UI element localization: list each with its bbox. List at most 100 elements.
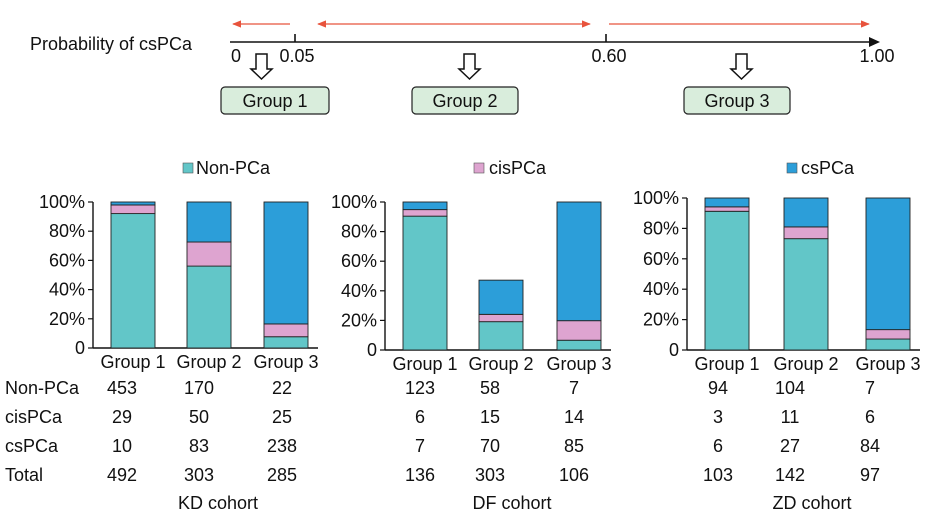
y-tick-label: 40%: [49, 280, 85, 300]
y-tick-label: 20%: [49, 309, 85, 329]
table-cell-total: 492: [107, 465, 137, 485]
scale-tick-label-100: 1.00: [859, 46, 894, 66]
table-cell: 3: [713, 407, 723, 427]
legend: Non-PCa cisPCa csPCa: [182, 158, 855, 178]
table-cell-total: 97: [860, 465, 880, 485]
table-cell-total: 103: [703, 465, 733, 485]
table-cell: 84: [860, 436, 880, 456]
y-tick-label: 20%: [341, 310, 377, 330]
table-cell: 70: [480, 436, 500, 456]
x-tick-label: Group 3: [855, 354, 920, 374]
table-cell: 83: [189, 436, 209, 456]
bar-segment-cispca: [783, 226, 829, 240]
bar-segment-non-pca: [402, 215, 448, 351]
table-cell: 58: [480, 378, 500, 398]
bar-segment-non-pca: [704, 210, 750, 351]
group-box-1: [220, 86, 330, 115]
bar-segment-cspca: [704, 197, 750, 208]
bar-segment-non-pca: [478, 321, 524, 351]
table-cell: 6: [713, 436, 723, 456]
bar-segment-cispca: [110, 204, 156, 215]
bar-segment-cspca: [865, 197, 911, 331]
table-cell: 22: [272, 378, 292, 398]
table-cell: 11: [781, 407, 800, 427]
x-tick-label: Group 1: [694, 354, 759, 374]
legend-label-cispca: cisPCa: [489, 158, 547, 178]
y-tick-label: 100%: [633, 188, 679, 208]
table-cell: 94: [708, 378, 728, 398]
group-box-label-3: Group 3: [704, 91, 769, 111]
table-cell: 6: [415, 407, 425, 427]
bar-segment-cspca: [783, 197, 829, 228]
legend-swatch-cispca: [473, 162, 485, 174]
group-box-2: [411, 86, 519, 115]
bar-segment-non-pca: [186, 265, 232, 349]
table-cell: 7: [415, 436, 425, 456]
down-arrow-icon: [249, 53, 274, 81]
y-tick-label: 60%: [643, 249, 679, 269]
bar-segment-non-pca: [110, 213, 156, 349]
bar-segment-cspca: [478, 279, 524, 315]
legend-swatch-cspca: [786, 162, 798, 174]
scale-label: Probability of csPCa: [30, 34, 193, 54]
table-cell-total: 142: [775, 465, 805, 485]
bar-segment-cispca: [478, 313, 524, 323]
row-label-cspca: csPCa: [5, 436, 59, 456]
probability-scale: Probability of csPCa 0 0.05 0.60 1.00 Gr…: [30, 20, 895, 115]
table-cell: 25: [272, 407, 292, 427]
bar-segment-cispca: [263, 323, 309, 338]
bar-segment-cspca: [556, 201, 602, 322]
y-tick-label: 60%: [49, 250, 85, 270]
x-tick-label: Group 1: [100, 352, 165, 372]
y-tick-label: 40%: [341, 281, 377, 301]
bar-segment-cspca: [186, 201, 232, 243]
scale-tick-label-005: 0.05: [279, 46, 314, 66]
cohort-title: DF cohort: [472, 493, 551, 513]
y-tick-label: 80%: [49, 221, 85, 241]
table-cell: 238: [267, 436, 297, 456]
table-cell: 7: [865, 378, 875, 398]
y-tick-label: 0: [75, 338, 85, 358]
table-cell: 170: [184, 378, 214, 398]
table-cell: 453: [107, 378, 137, 398]
x-tick-label: Group 2: [176, 352, 241, 372]
bar-segment-non-pca: [263, 336, 309, 349]
group-box-label-1: Group 1: [242, 91, 307, 111]
table-cell-total: 285: [267, 465, 297, 485]
bar-segment-cispca: [402, 209, 448, 217]
y-tick-label: 80%: [643, 218, 679, 238]
group-box-label-2: Group 2: [432, 91, 497, 111]
bar-segment-non-pca: [556, 339, 602, 351]
bar-segment-cspca: [110, 201, 156, 206]
x-tick-label: Group 1: [392, 354, 457, 374]
legend-label-cspca: csPCa: [801, 158, 855, 178]
bar-segment-cspca: [263, 201, 309, 325]
y-tick-label: 100%: [331, 192, 377, 212]
x-tick-label: Group 2: [773, 354, 838, 374]
bar-segment-non-pca: [783, 238, 829, 351]
cohort-title: KD cohort: [178, 493, 258, 513]
y-tick-label: 40%: [643, 279, 679, 299]
table-cell: 85: [564, 436, 584, 456]
panel-df-cohort: 0 20% 40% 60% 80% 100% Group 1 123 6 7 136 Group 2 5…: [331, 192, 612, 513]
group-box-3: [683, 86, 791, 115]
x-tick-label: Group 3: [253, 352, 318, 372]
table-cell: 14: [564, 407, 584, 427]
table-cell: 27: [780, 436, 800, 456]
y-tick-label: 0: [669, 340, 679, 360]
legend-label-non-pca: Non-PCa: [196, 158, 271, 178]
bar-segment-cispca: [186, 241, 232, 267]
y-tick-label: 100%: [39, 192, 85, 212]
table-cell-total: 106: [559, 465, 589, 485]
y-tick-label: 20%: [643, 310, 679, 330]
scale-axis-arrowhead: [869, 37, 880, 47]
table-cell: 7: [569, 378, 579, 398]
panel-kd-cohort: 0 20% 40% 60% 80% 100% Group 1 453 29 10 492 Group …: [39, 192, 319, 513]
down-arrow-icon: [729, 53, 754, 81]
table-cell: 10: [112, 436, 132, 456]
x-tick-label: Group 2: [468, 354, 533, 374]
bar-segment-cspca: [402, 201, 448, 211]
bar-segment-cispca: [556, 320, 602, 341]
table-cell: 15: [480, 407, 500, 427]
down-arrow-icon: [457, 53, 482, 81]
